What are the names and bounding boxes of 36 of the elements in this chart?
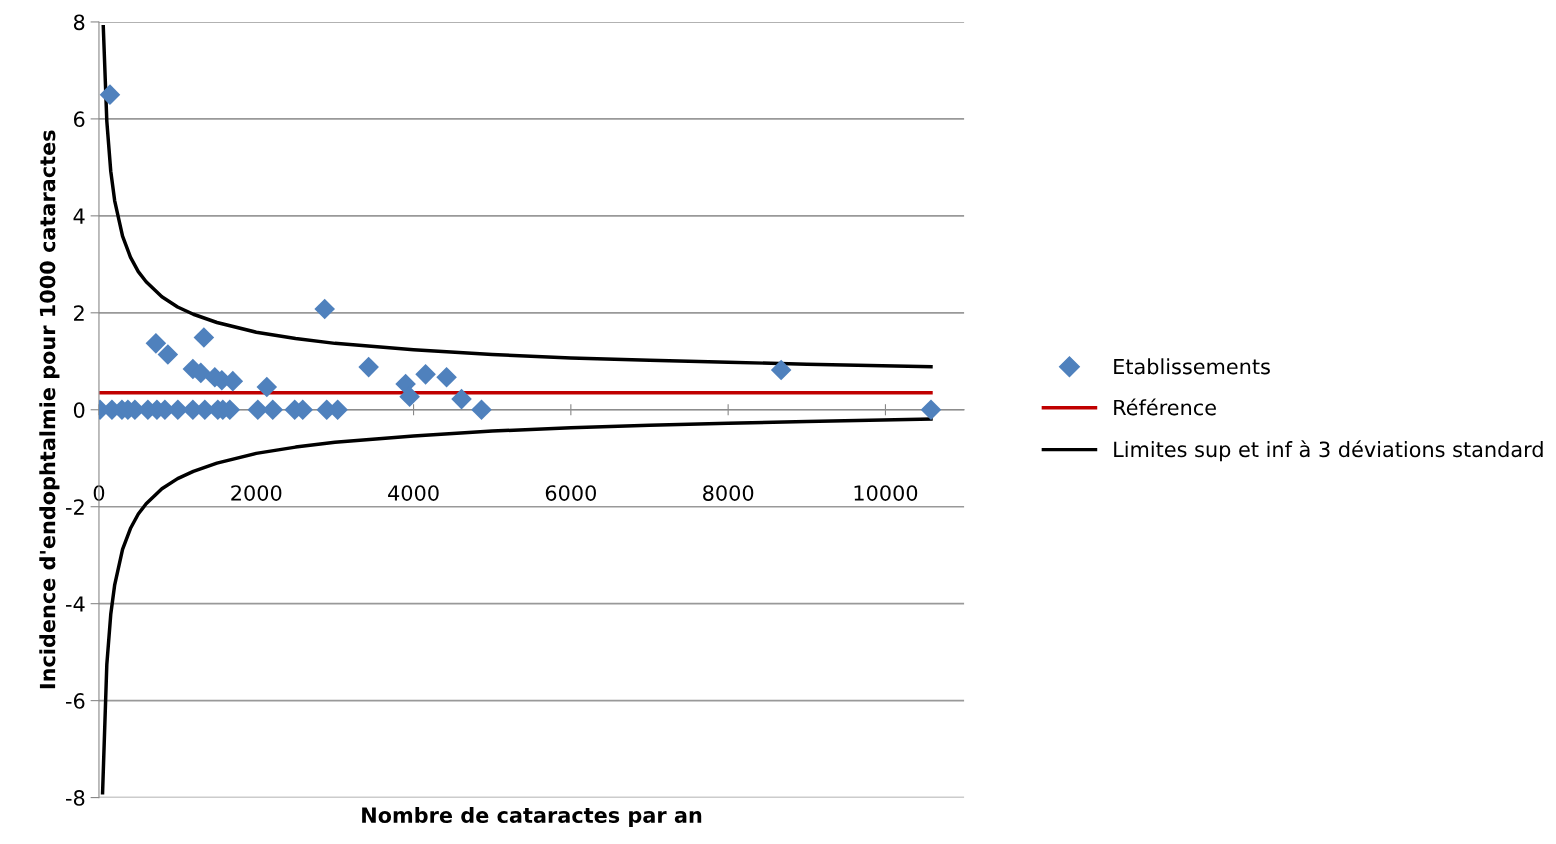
legend-label: Limites sup et inf à 3 déviations standard — [1114, 440, 1543, 462]
x-tick-label: 8000 — [703, 485, 754, 501]
y-axis-title: Incidence d'endophtalmie pour 1000 cataractes — [39, 130, 60, 689]
x-tick-label: 4000 — [388, 485, 439, 501]
point — [920, 399, 942, 421]
x-tick-label: 0 — [93, 485, 105, 501]
point — [770, 359, 792, 381]
point — [471, 399, 492, 421]
y-tick-label: -2 — [66, 499, 84, 515]
point — [415, 364, 436, 385]
point — [358, 356, 379, 378]
y-tick-label: -8 — [66, 790, 85, 806]
point — [399, 386, 420, 407]
y-tick-label: 4 — [73, 208, 85, 224]
y-tick-label: -6 — [66, 693, 85, 709]
point — [157, 344, 179, 365]
y-tick-label: 2 — [74, 305, 84, 321]
point — [262, 399, 284, 421]
legend-label: Etablissements — [1114, 358, 1270, 375]
point — [99, 84, 121, 105]
point — [451, 388, 472, 410]
y-tick-label: 8 — [73, 14, 85, 31]
y-tick-label: 6 — [73, 111, 85, 128]
y-tick-label: -4 — [66, 596, 85, 612]
x-tick-label: 10000 — [854, 485, 918, 501]
legend-label: Référence — [1114, 398, 1216, 416]
point — [193, 327, 215, 348]
point — [436, 366, 457, 388]
x-tick-label: 2000 — [231, 485, 282, 501]
x-axis-title: Nombre de cataractes par an — [362, 806, 702, 828]
y-tick-label: 0 — [73, 402, 85, 418]
point — [256, 376, 278, 398]
x-tick-label: 6000 — [545, 485, 596, 501]
line-series — [101, 25, 933, 369]
point — [145, 333, 167, 354]
point — [314, 298, 335, 320]
